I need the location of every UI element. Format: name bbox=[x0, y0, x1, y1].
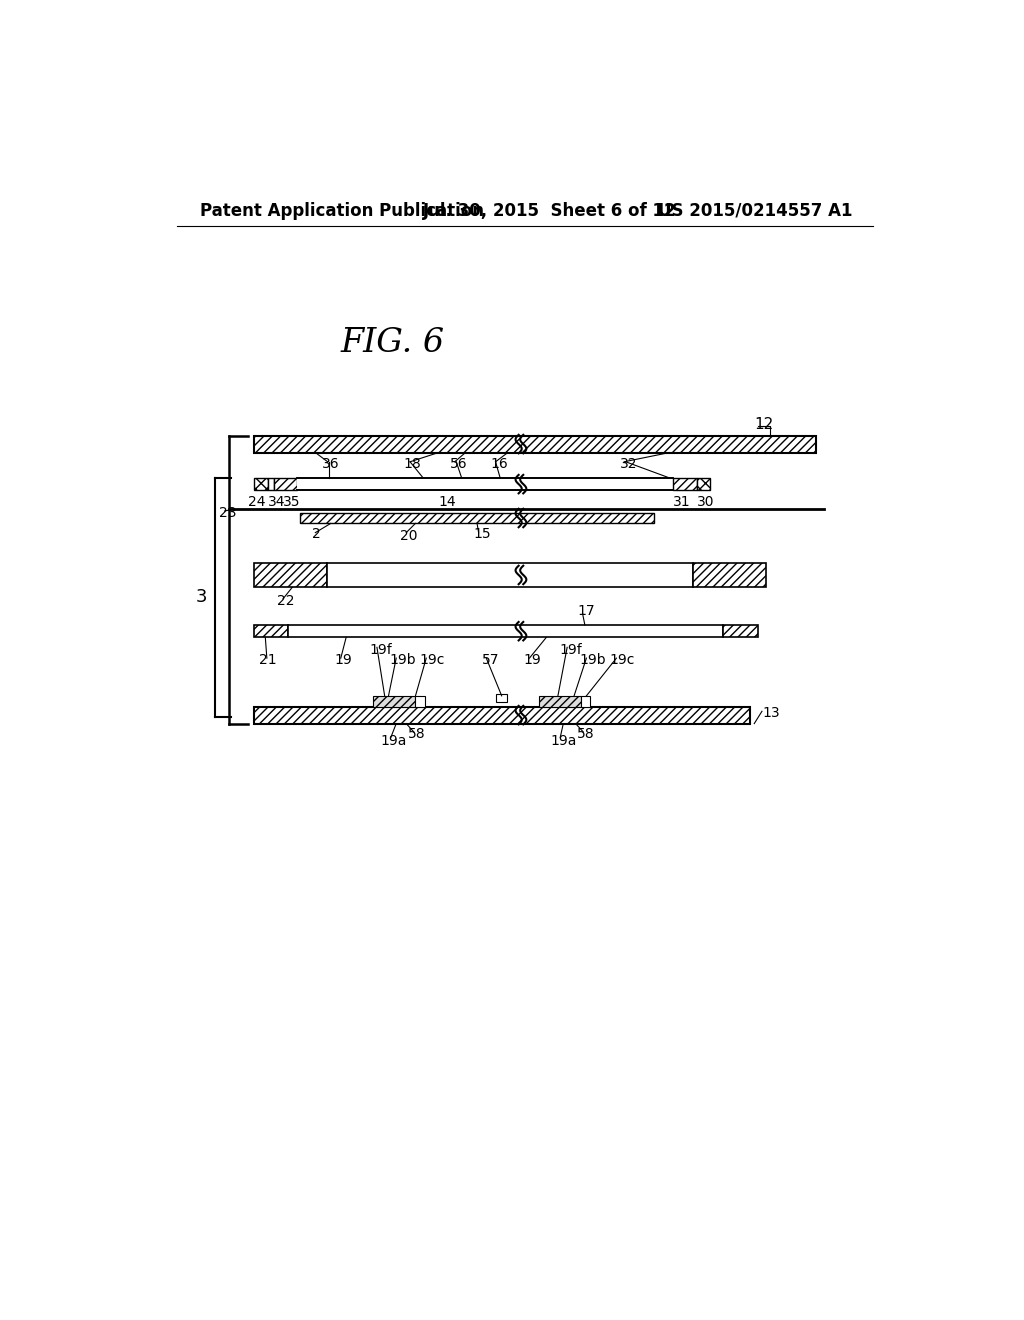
Text: 19: 19 bbox=[523, 653, 541, 668]
Text: 30: 30 bbox=[696, 495, 714, 508]
Bar bbox=[267, 478, 273, 490]
Bar bbox=[254, 706, 751, 723]
Bar bbox=[327, 562, 692, 587]
Text: 24: 24 bbox=[248, 495, 265, 508]
Text: 19f: 19f bbox=[559, 643, 583, 656]
Bar bbox=[254, 626, 289, 638]
Text: 35: 35 bbox=[283, 495, 300, 508]
Bar bbox=[373, 696, 416, 706]
Text: 2: 2 bbox=[311, 527, 321, 541]
Bar bbox=[724, 626, 758, 638]
Bar bbox=[254, 562, 327, 587]
Text: Patent Application Publication: Patent Application Publication bbox=[200, 202, 484, 219]
Text: 58: 58 bbox=[408, 727, 425, 742]
Bar bbox=[416, 696, 425, 706]
Bar bbox=[300, 512, 654, 524]
Text: 57: 57 bbox=[481, 653, 499, 668]
Text: 19a: 19a bbox=[550, 734, 577, 747]
Text: 56: 56 bbox=[451, 457, 468, 471]
Text: 19c: 19c bbox=[609, 653, 635, 668]
Bar bbox=[497, 694, 507, 702]
Text: 21: 21 bbox=[259, 653, 276, 668]
Text: 15: 15 bbox=[473, 527, 490, 541]
Bar bbox=[254, 478, 267, 490]
Text: FIG. 6: FIG. 6 bbox=[340, 327, 444, 359]
Text: 58: 58 bbox=[578, 727, 595, 742]
Text: 23: 23 bbox=[219, 506, 237, 520]
Text: 17: 17 bbox=[578, 605, 595, 618]
Bar bbox=[581, 696, 590, 706]
Text: 14: 14 bbox=[438, 495, 456, 508]
Bar bbox=[674, 478, 696, 490]
Text: 19: 19 bbox=[335, 653, 352, 668]
Text: 36: 36 bbox=[322, 457, 339, 471]
Bar bbox=[696, 478, 711, 490]
Text: 31: 31 bbox=[674, 495, 691, 508]
Text: 3: 3 bbox=[196, 589, 208, 606]
Text: 18: 18 bbox=[403, 457, 422, 471]
Text: 12: 12 bbox=[755, 417, 773, 432]
Text: 20: 20 bbox=[400, 529, 418, 543]
Text: 19b: 19b bbox=[580, 653, 606, 668]
Bar bbox=[539, 696, 581, 706]
Text: 19a: 19a bbox=[381, 734, 408, 747]
Text: 19b: 19b bbox=[389, 653, 416, 668]
Bar bbox=[254, 436, 816, 453]
Text: Jul. 30, 2015  Sheet 6 of 12: Jul. 30, 2015 Sheet 6 of 12 bbox=[423, 202, 677, 219]
Text: 16: 16 bbox=[490, 457, 509, 471]
Text: 19f: 19f bbox=[370, 643, 392, 656]
Text: 13: 13 bbox=[762, 706, 779, 719]
Bar bbox=[289, 626, 724, 638]
Text: 34: 34 bbox=[267, 495, 285, 508]
Text: US 2015/0214557 A1: US 2015/0214557 A1 bbox=[658, 202, 853, 219]
Bar bbox=[692, 562, 766, 587]
Bar bbox=[273, 478, 297, 490]
Text: 22: 22 bbox=[276, 594, 294, 609]
Text: 32: 32 bbox=[620, 457, 637, 471]
Text: 19c: 19c bbox=[419, 653, 444, 668]
Bar bbox=[297, 478, 797, 490]
